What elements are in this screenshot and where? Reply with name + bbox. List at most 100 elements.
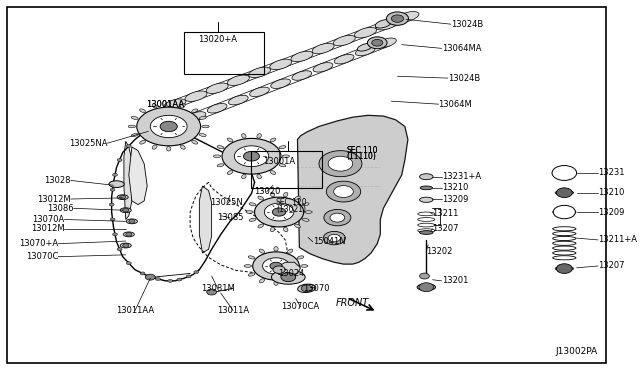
Circle shape	[123, 208, 129, 212]
Ellipse shape	[270, 138, 276, 142]
Ellipse shape	[249, 203, 256, 206]
Text: 13207: 13207	[433, 224, 459, 233]
Ellipse shape	[279, 164, 286, 167]
Ellipse shape	[270, 227, 275, 232]
Circle shape	[323, 231, 346, 245]
Text: 15041N: 15041N	[313, 237, 346, 246]
Ellipse shape	[418, 218, 435, 221]
Ellipse shape	[291, 51, 313, 62]
Ellipse shape	[274, 247, 278, 251]
Ellipse shape	[301, 265, 308, 267]
Ellipse shape	[274, 281, 278, 285]
Ellipse shape	[249, 218, 256, 221]
Circle shape	[281, 273, 296, 282]
Ellipse shape	[302, 203, 309, 206]
Circle shape	[109, 203, 114, 206]
Circle shape	[140, 132, 145, 135]
Ellipse shape	[228, 95, 248, 105]
Ellipse shape	[120, 243, 131, 248]
Ellipse shape	[246, 211, 253, 214]
Text: 13086: 13086	[47, 204, 74, 213]
Text: 13064MA: 13064MA	[442, 44, 481, 53]
Ellipse shape	[217, 164, 224, 167]
Circle shape	[125, 232, 132, 236]
Circle shape	[262, 258, 289, 274]
Ellipse shape	[250, 87, 269, 97]
Polygon shape	[298, 115, 408, 264]
Ellipse shape	[297, 256, 304, 259]
Text: 13024B: 13024B	[448, 74, 480, 83]
Circle shape	[186, 275, 191, 278]
Ellipse shape	[297, 273, 304, 276]
Ellipse shape	[553, 256, 576, 260]
Circle shape	[324, 209, 351, 226]
Circle shape	[110, 188, 115, 191]
Ellipse shape	[131, 116, 138, 119]
Bar	[184, 32, 264, 74]
Ellipse shape	[553, 209, 576, 215]
Ellipse shape	[357, 44, 372, 51]
Ellipse shape	[271, 79, 291, 89]
Text: 13210: 13210	[598, 188, 625, 197]
Ellipse shape	[376, 19, 397, 30]
Circle shape	[273, 266, 285, 273]
Text: 13028: 13028	[44, 176, 70, 185]
Circle shape	[333, 186, 353, 198]
Ellipse shape	[242, 174, 246, 179]
Circle shape	[420, 273, 429, 279]
Ellipse shape	[192, 109, 198, 112]
Text: 13070CA: 13070CA	[282, 302, 319, 311]
Ellipse shape	[334, 54, 354, 64]
Text: 13070A: 13070A	[32, 215, 65, 224]
Ellipse shape	[420, 174, 433, 180]
Ellipse shape	[553, 237, 576, 241]
Text: 13231: 13231	[598, 169, 625, 177]
Text: 13231+A: 13231+A	[442, 172, 481, 181]
Text: 13012M: 13012M	[31, 224, 65, 233]
Ellipse shape	[166, 102, 171, 106]
Polygon shape	[199, 186, 212, 253]
Ellipse shape	[185, 91, 207, 102]
Ellipse shape	[269, 59, 292, 70]
Ellipse shape	[180, 145, 185, 149]
Ellipse shape	[417, 284, 435, 291]
Ellipse shape	[165, 120, 185, 129]
Text: 13011A: 13011A	[217, 306, 249, 315]
Circle shape	[264, 203, 294, 221]
Text: 13012M: 13012M	[37, 195, 70, 203]
Ellipse shape	[258, 196, 264, 200]
Circle shape	[387, 12, 408, 25]
Ellipse shape	[287, 249, 292, 253]
Ellipse shape	[279, 146, 286, 149]
Circle shape	[328, 234, 340, 242]
Circle shape	[117, 248, 122, 251]
Ellipse shape	[284, 227, 288, 232]
Circle shape	[270, 262, 282, 270]
Text: (11110): (11110)	[347, 153, 376, 161]
Circle shape	[194, 271, 199, 274]
Ellipse shape	[152, 145, 157, 149]
Text: 13024: 13024	[278, 269, 305, 278]
Ellipse shape	[140, 141, 146, 144]
Circle shape	[222, 138, 281, 174]
Ellipse shape	[397, 12, 419, 22]
Ellipse shape	[553, 231, 576, 236]
Ellipse shape	[298, 284, 316, 292]
Text: (11110): (11110)	[347, 153, 376, 161]
Ellipse shape	[553, 241, 576, 246]
Ellipse shape	[271, 270, 305, 284]
Circle shape	[150, 115, 187, 138]
Circle shape	[372, 39, 383, 46]
Text: 13001AA: 13001AA	[147, 100, 185, 109]
Circle shape	[419, 283, 434, 292]
Circle shape	[556, 188, 572, 198]
Bar	[252, 151, 322, 188]
Circle shape	[156, 278, 161, 280]
Circle shape	[273, 208, 286, 216]
Circle shape	[113, 173, 118, 176]
Ellipse shape	[124, 232, 134, 237]
Ellipse shape	[305, 211, 312, 214]
Circle shape	[113, 233, 118, 236]
Ellipse shape	[164, 99, 186, 109]
Ellipse shape	[202, 125, 209, 128]
